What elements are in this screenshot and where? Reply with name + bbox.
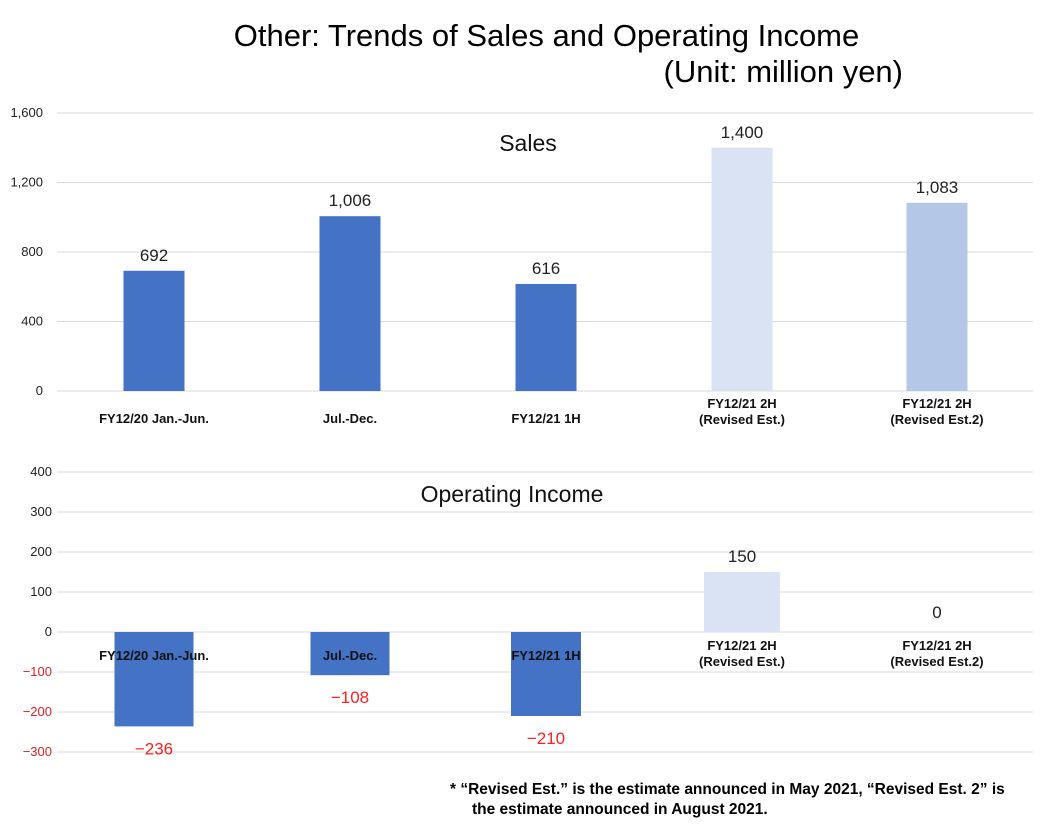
chart-title: Other: Trends of Sales and Operating Inc…: [233, 18, 860, 53]
sales-category-label: (Revised Est.): [699, 412, 785, 427]
sales-category-label: FY12/21 1H: [511, 411, 580, 426]
sales-category-label: FY12/21 2H: [902, 396, 971, 411]
opinc-data-label: −108: [331, 688, 369, 707]
sales-ytick-label: 400: [21, 314, 43, 329]
opinc-ytick-label: 400: [30, 464, 52, 479]
opinc-category-label: Jul.-Dec.: [323, 648, 377, 663]
opinc-chart-title: Operating Income: [421, 481, 604, 507]
opinc-data-label: −236: [135, 739, 173, 758]
sales-data-label: 616: [532, 259, 560, 278]
sales-ytick-label: 0: [36, 383, 43, 398]
opinc-category-label: FY12/21 2H: [902, 638, 971, 653]
opinc-category-label: FY12/21 1H: [511, 648, 580, 663]
opinc-bar: [310, 632, 390, 676]
sales-ytick-label: 1,600: [10, 105, 43, 120]
opinc-ytick-label: −100: [23, 664, 52, 679]
sales-category-label: FY12/20 Jan.-Jun.: [99, 411, 209, 426]
sales-ytick-label: 1,200: [10, 175, 43, 190]
sales-category-label: (Revised Est.2): [890, 412, 983, 427]
opinc-category-label: FY12/21 2H: [707, 638, 776, 653]
opinc-data-label: 0: [932, 603, 941, 622]
opinc-data-label: −210: [527, 729, 565, 748]
sales-bar: [515, 283, 577, 391]
opinc-category-label: (Revised Est.): [699, 654, 785, 669]
sales-category-label: FY12/21 2H: [707, 396, 776, 411]
sales-bar: [319, 216, 381, 391]
opinc-data-label: 150: [728, 547, 756, 566]
footnote-line-1: * “Revised Est.” is the estimate announc…: [450, 781, 1005, 798]
sales-category-label: Jul.-Dec.: [323, 411, 377, 426]
sales-data-label: 1,400: [721, 123, 764, 142]
opinc-bar: [114, 632, 194, 727]
sales-ytick-label: 800: [21, 244, 43, 259]
opinc-bar: [704, 572, 780, 632]
sales-chart-title: Sales: [499, 130, 557, 156]
sales-bar: [711, 147, 773, 391]
opinc-category-label: (Revised Est.2): [890, 654, 983, 669]
opinc-ytick-label: 200: [30, 544, 52, 559]
footnote-line-2: the estimate announced in August 2021.: [472, 801, 768, 818]
unit-label: (Unit: million yen): [663, 54, 903, 89]
opinc-ytick-label: 0: [45, 624, 52, 639]
sales-data-label: 1,006: [329, 191, 372, 210]
sales-bar: [123, 270, 185, 391]
opinc-ytick-label: 300: [30, 504, 52, 519]
opinc-ytick-label: 100: [30, 584, 52, 599]
opinc-category-label: FY12/20 Jan.-Jun.: [99, 648, 209, 663]
opinc-ytick-label: −300: [23, 744, 52, 759]
sales-data-label: 692: [140, 246, 168, 265]
footnote: * “Revised Est.” is the estimate announc…: [450, 780, 1045, 820]
opinc-bar: [511, 632, 581, 716]
opinc-ytick-label: −200: [23, 704, 52, 719]
sales-bar: [906, 202, 968, 391]
sales-data-label: 1,083: [916, 178, 959, 197]
